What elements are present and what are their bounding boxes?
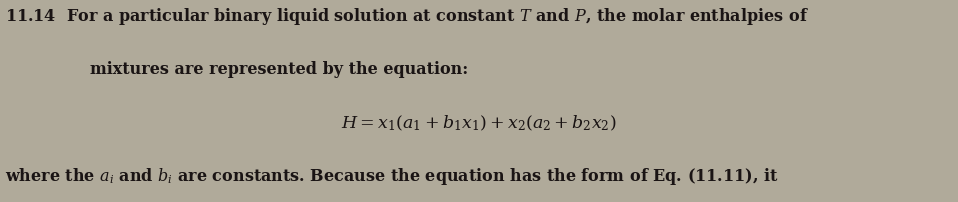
Text: where the $a_i$ and $b_i$ are constants. Because the equation has the form of Eq: where the $a_i$ and $b_i$ are constants.… [5, 166, 779, 187]
Text: mixtures are represented by the equation:: mixtures are represented by the equation… [90, 61, 468, 78]
Text: $\bf{11.14}$  For a particular binary liquid solution at constant $\mathit{T}$ a: $\bf{11.14}$ For a particular binary liq… [5, 6, 809, 27]
Text: $H = x_1(a_1 + b_1x_1) + x_2(a_2 + b_2x_2)$: $H = x_1(a_1 + b_1x_1) + x_2(a_2 + b_2x_… [341, 113, 617, 133]
